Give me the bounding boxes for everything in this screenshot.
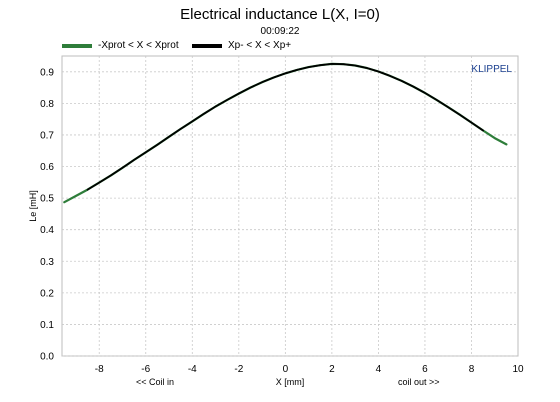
x-tick-label: -4 bbox=[188, 364, 197, 375]
x-axis-note-left: << Coil in bbox=[136, 377, 174, 387]
x-tick-label: -8 bbox=[95, 364, 104, 375]
brand-label: KLIPPEL bbox=[471, 64, 512, 75]
y-tick-label: 0.3 bbox=[40, 257, 54, 268]
legend-item-series-1: Xp- < X < Xp+ bbox=[192, 40, 291, 51]
y-tick-label: 0.6 bbox=[40, 162, 54, 173]
legend-swatch-series-0 bbox=[62, 43, 92, 48]
plot-area bbox=[61, 55, 519, 357]
x-tick-label: 4 bbox=[376, 364, 382, 375]
y-tick-label: 0.8 bbox=[40, 99, 54, 110]
chart-title: Electrical inductance L(X, I=0) bbox=[180, 6, 380, 23]
legend-label-series-1: Xp- < X < Xp+ bbox=[228, 40, 292, 51]
x-axis-note-right: coil out >> bbox=[398, 377, 440, 387]
y-tick-label: 0.0 bbox=[40, 352, 54, 363]
y-tick-label: 0.4 bbox=[40, 225, 54, 236]
legend: -Xprot < X < Xprot Xp- < X < Xp+ bbox=[0, 40, 560, 54]
x-tick-label: 2 bbox=[329, 364, 335, 375]
x-tick-label: 0 bbox=[283, 364, 289, 375]
y-tick-label: 0.2 bbox=[40, 288, 54, 299]
y-axis-label: Le [mH] bbox=[28, 190, 38, 222]
x-tick-label: 8 bbox=[469, 364, 475, 375]
chart-subtitle: 00:09:22 bbox=[260, 26, 300, 37]
y-tick-label: 0.9 bbox=[40, 67, 54, 78]
y-tick-label: 0.7 bbox=[40, 130, 54, 141]
legend-item-series-0: -Xprot < X < Xprot bbox=[62, 40, 179, 51]
x-tick-label: -6 bbox=[141, 364, 150, 375]
x-tick-label: 6 bbox=[422, 364, 428, 375]
x-axis-label: X [mm] bbox=[276, 377, 305, 387]
series-line-1 bbox=[86, 63, 484, 191]
legend-label-series-0: -Xprot < X < Xprot bbox=[98, 40, 179, 51]
x-tick-label: -2 bbox=[234, 364, 243, 375]
x-tick-label: 10 bbox=[512, 364, 524, 375]
y-tick-label: 0.5 bbox=[40, 194, 54, 205]
y-tick-label: 0.1 bbox=[40, 320, 54, 331]
legend-swatch-series-1 bbox=[192, 43, 222, 48]
